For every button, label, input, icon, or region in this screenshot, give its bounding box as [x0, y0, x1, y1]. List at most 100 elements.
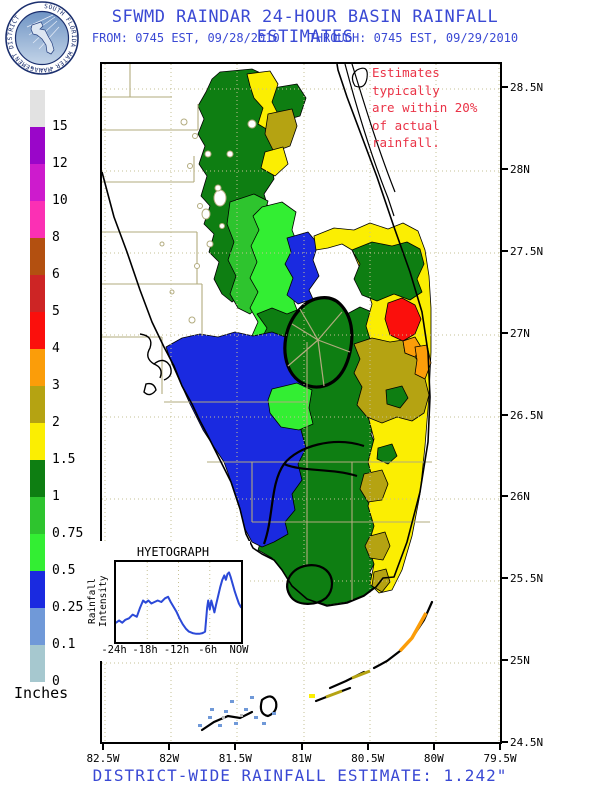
through-label: THROUGH: 0745 EST, 09/29/2010 — [308, 31, 519, 45]
hyetograph-inset: HYETOGRAPH Rainfall Intensity -24h -18h -1… — [87, 541, 250, 661]
legend-block — [30, 386, 45, 423]
lon-label: 80W — [423, 752, 444, 765]
lat-label: 24.5N — [510, 736, 544, 749]
lat-label: 28N — [510, 162, 530, 176]
legend-boundary-label: 8 — [52, 230, 60, 245]
date-range: FROM: 0745 EST, 09/28/2010 THROUGH: 0745… — [90, 31, 520, 45]
basin-yellow-north2 — [260, 146, 289, 177]
basin-darkgreen-strip2 — [376, 443, 398, 465]
lat-tick — [502, 659, 508, 662]
logo-sun-rays — [26, 14, 60, 50]
legend-block — [30, 571, 45, 608]
lon-tick — [366, 744, 369, 750]
lat-label: 26.5N — [510, 408, 544, 422]
legend-block — [30, 645, 45, 682]
legend-color-bar — [30, 90, 45, 682]
lat-label: 27N — [510, 326, 530, 340]
lat-label: 25.5N — [510, 572, 544, 586]
florida-coastline — [102, 64, 431, 607]
sfwmd-logo-graphic: SOUTH FLORIDA WATER MANAGEMENT DISTRICT — [5, 1, 79, 75]
legend-boundary-label: 0 — [52, 674, 60, 689]
lat-tick — [502, 249, 508, 252]
legend-boundary-label: 0.25 — [52, 600, 84, 615]
lon-tick — [499, 744, 502, 750]
legend-block — [30, 275, 45, 312]
lat-label: 25N — [510, 654, 530, 668]
legend-boundary-label: 15 — [52, 119, 68, 134]
keys-olive-segment1 — [351, 669, 371, 680]
legend-block — [30, 608, 45, 645]
lat-label: 26N — [510, 490, 530, 504]
hyetograph-xtick-label: -18h — [132, 644, 158, 656]
hyetograph-xtick-label: -24h — [101, 644, 127, 656]
lat-label: 27.5N — [510, 244, 544, 258]
basin-lightgreen-southwest — [267, 382, 314, 431]
keys-blue-speckles — [198, 696, 276, 727]
sfwmd-logo: SOUTH FLORIDA WATER MANAGEMENT DISTRICT — [5, 1, 79, 75]
legend-block — [30, 312, 45, 349]
lon-label: 81.5W — [218, 752, 252, 765]
lat-tick — [502, 741, 508, 743]
legend-block — [30, 164, 45, 201]
legend-block — [30, 497, 45, 534]
county-lines — [102, 64, 432, 600]
legend-block — [30, 534, 45, 571]
lon-label: 80.5W — [351, 752, 385, 765]
basin-map — [102, 64, 500, 742]
lon-tick — [234, 744, 237, 750]
page-title: SFWMD RAINDAR 24-HOUR BASIN RAINFALL EST… — [111, 7, 499, 47]
lat-tick — [502, 86, 508, 88]
charlotte-harbor — [139, 333, 172, 396]
lat-tick — [502, 577, 508, 580]
legend-boundary-label: 6 — [52, 267, 60, 282]
lon-label: 82W — [159, 752, 180, 765]
legend-block — [30, 349, 45, 386]
keys-olive-segment2 — [325, 689, 343, 699]
legend-block — [30, 423, 45, 460]
florida-keys — [198, 600, 434, 732]
hyetograph-chart — [115, 562, 242, 642]
logo-florida-silhouette — [30, 21, 55, 55]
hyetograph-ylabel: Rainfall Intensity — [87, 575, 109, 627]
map-canvas — [100, 62, 502, 744]
lagoon-loop — [351, 67, 368, 88]
lon-label: 82.5W — [86, 752, 120, 765]
barrier-island-line2 — [351, 64, 396, 193]
legend-block — [30, 127, 45, 164]
legend-boundary-label: 0.1 — [52, 637, 76, 652]
legend-boundary-label: 3 — [52, 378, 60, 393]
legend-boundary-label: 4 — [52, 341, 60, 356]
barrier-island-line1 — [344, 64, 395, 217]
hyetograph-title: HYETOGRAPH — [136, 545, 210, 559]
legend-block — [30, 90, 45, 127]
lon-tick — [102, 744, 104, 750]
keys-orange-segment — [398, 612, 428, 653]
lon-tick — [432, 744, 435, 750]
hyetograph-plot — [114, 560, 243, 644]
lat-tick — [502, 331, 508, 334]
lat-tick — [502, 413, 508, 416]
basin-blue-northeast — [284, 231, 320, 305]
legend-boundary-label: 1 — [52, 489, 60, 504]
basin-olive-strip1 — [359, 469, 389, 503]
keys-gray-speckles — [222, 714, 243, 719]
legend-boundary-label: 0.5 — [52, 563, 76, 578]
legend-boundary-label: 1.5 — [52, 452, 76, 467]
legend-boundary-label: 5 — [52, 304, 60, 319]
from-label: FROM: 0745 EST, 09/28/2010 — [91, 31, 280, 45]
legend-units-label: Inches — [14, 684, 69, 702]
accuracy-note: Estimates typically are within 20% of ac… — [372, 65, 478, 150]
hyetograph-xtick-label: NOW — [229, 644, 249, 656]
lon-label: 79.5W — [483, 752, 517, 765]
lon-tick — [300, 744, 303, 750]
legend-block — [30, 201, 45, 238]
conservation-area-boundaries — [262, 440, 365, 605]
legend-block — [30, 238, 45, 275]
basin-darkgreen-martin — [351, 241, 425, 302]
lat-label: 28.5N — [510, 81, 544, 94]
basin-olive-north — [264, 108, 298, 153]
lat-tick — [502, 167, 508, 170]
hyetograph-xtick-label: -12h — [163, 644, 190, 656]
keys-yellow-patch — [309, 694, 315, 698]
